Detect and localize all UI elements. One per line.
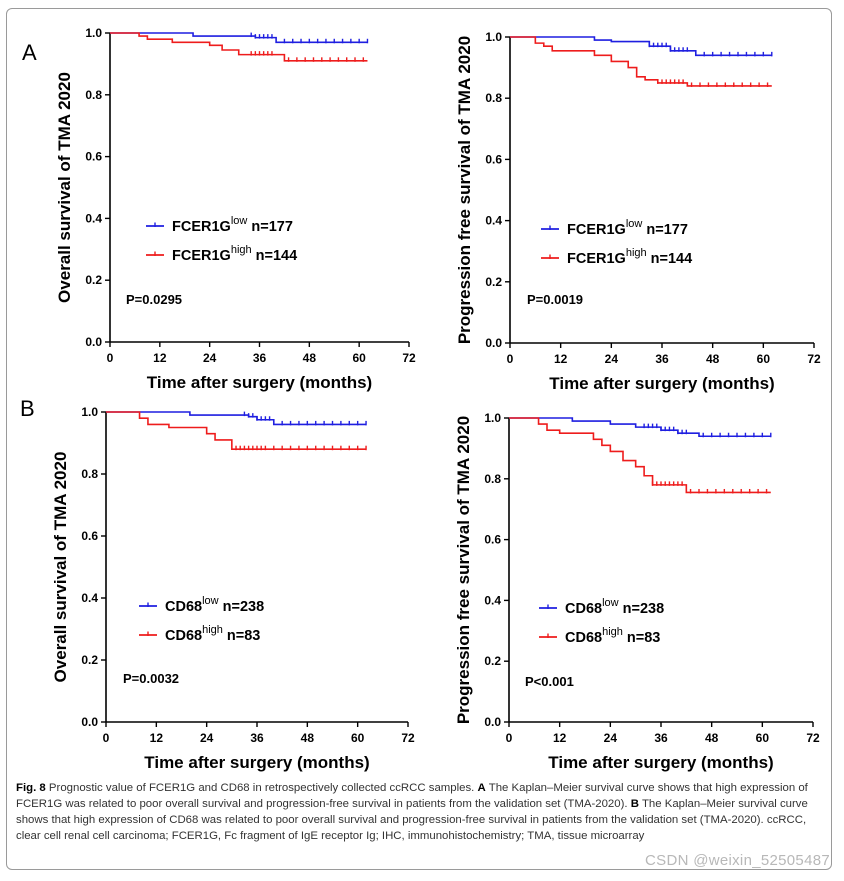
x-tick-label: 12 xyxy=(553,731,567,745)
x-tick-label: 48 xyxy=(303,351,317,365)
x-tick-label: 0 xyxy=(103,731,110,745)
km-curve-low xyxy=(509,417,771,438)
y-tick-label: 1.0 xyxy=(484,411,501,425)
x-tick-label: 0 xyxy=(107,351,114,365)
x-tick-label: 60 xyxy=(756,731,770,745)
y-axis-label: Overall survival of TMA 2020 xyxy=(55,72,74,303)
y-tick-label: 0.0 xyxy=(485,336,502,350)
watermark: CSDN @weixin_52505487 xyxy=(645,852,830,869)
x-tick-label: 60 xyxy=(352,351,366,365)
legend-label-low: CD68low n=238 xyxy=(565,597,664,617)
x-tick-label: 24 xyxy=(604,731,618,745)
x-tick-label: 48 xyxy=(301,731,315,745)
p-value-label: P=0.0019 xyxy=(527,292,583,307)
y-axis-label: Progression free survival of TMA 2020 xyxy=(454,416,473,724)
figure-frame xyxy=(6,8,832,870)
legend-label-high: CD68high n=83 xyxy=(165,624,260,644)
x-tick-label: 48 xyxy=(705,731,719,745)
y-axis-label: Overall survival of TMA 2020 xyxy=(51,452,70,683)
y-tick-label: 0.2 xyxy=(484,654,501,668)
x-axis-label: Time after surgery (months) xyxy=(147,373,372,392)
caption-a-text: The Kaplan–Meier survival curve shows th… xyxy=(16,782,808,810)
y-tick-label: 0.8 xyxy=(81,467,98,481)
legend-label-high: FCER1Ghigh n=144 xyxy=(172,244,297,264)
y-tick-label: 0.0 xyxy=(85,335,102,349)
x-tick-label: 72 xyxy=(806,731,820,745)
y-tick-label: 0.0 xyxy=(81,715,98,729)
y-tick-label: 0.6 xyxy=(484,533,501,547)
y-tick-label: 0.4 xyxy=(484,593,501,607)
caption-b-label: B xyxy=(630,798,639,810)
x-tick-label: 12 xyxy=(554,352,568,366)
p-value-label: P<0.001 xyxy=(525,674,574,689)
y-tick-label: 0.8 xyxy=(484,472,501,486)
y-tick-label: 0.8 xyxy=(85,88,102,102)
x-tick-label: 24 xyxy=(605,352,619,366)
x-tick-label: 36 xyxy=(654,731,668,745)
y-tick-label: 0.0 xyxy=(484,715,501,729)
x-axis-label: Time after surgery (months) xyxy=(549,374,774,393)
x-tick-label: 60 xyxy=(757,352,771,366)
x-tick-label: 24 xyxy=(200,731,214,745)
caption-b-text: The Kaplan–Meier survival curve shows th… xyxy=(16,798,808,842)
p-value-label: P=0.0032 xyxy=(123,671,179,686)
y-tick-label: 1.0 xyxy=(85,26,102,40)
y-tick-label: 1.0 xyxy=(485,30,502,44)
km-curve-low xyxy=(110,32,368,44)
legend-label-low: FCER1Glow n=177 xyxy=(172,215,293,235)
caption-fig-label: Fig. 8 xyxy=(16,782,46,794)
km-curve-high xyxy=(510,36,772,87)
km-curve-high xyxy=(509,417,771,494)
y-tick-label: 0.6 xyxy=(81,529,98,543)
y-tick-label: 0.4 xyxy=(485,214,502,228)
x-tick-label: 48 xyxy=(706,352,720,366)
x-tick-label: 0 xyxy=(507,352,514,366)
x-axis-label: Time after surgery (months) xyxy=(144,753,369,772)
chart-panel-1: 0 12 24 36 48 60 72 0.0 0.2 0.4 0.6 0.8 1.0 Time afte… xyxy=(22,26,416,392)
x-tick-label: 36 xyxy=(250,731,264,745)
y-tick-label: 0.8 xyxy=(485,91,502,105)
chart-panel-3: 0 12 24 36 48 60 72 0.0 0.2 0.4 0.6 0.8 1.0 Time afte… xyxy=(20,396,415,772)
y-tick-label: 0.2 xyxy=(485,275,502,289)
x-tick-label: 60 xyxy=(351,731,365,745)
chart-panel-4: 0 12 24 36 48 60 72 0.0 0.2 0.4 0.6 0.8 1.0 Time afte… xyxy=(454,411,820,772)
x-tick-label: 36 xyxy=(253,351,267,365)
x-tick-label: 72 xyxy=(402,351,416,365)
x-tick-label: 72 xyxy=(807,352,821,366)
p-value-label: P=0.0295 xyxy=(126,292,182,307)
y-axis-label: Progression free survival of TMA 2020 xyxy=(455,36,474,344)
x-tick-label: 0 xyxy=(506,731,513,745)
x-tick-label: 36 xyxy=(655,352,669,366)
y-tick-label: 0.4 xyxy=(81,591,98,605)
figure-caption: Fig. 8 Prognostic value of FCER1G and CD… xyxy=(16,780,816,844)
x-tick-label: 24 xyxy=(203,351,217,365)
panel-label: A xyxy=(22,40,37,65)
y-tick-label: 0.2 xyxy=(81,653,98,667)
y-tick-label: 0.6 xyxy=(485,152,502,166)
legend-label-high: FCER1Ghigh n=144 xyxy=(567,247,692,267)
legend-label-low: FCER1Glow n=177 xyxy=(567,218,688,238)
figure-canvas: 0 12 24 36 48 60 72 0.0 0.2 0.4 0.6 0.8 1.0 Time afte… xyxy=(20,26,821,772)
x-axis-label: Time after surgery (months) xyxy=(548,753,773,772)
y-tick-label: 1.0 xyxy=(81,405,98,419)
y-tick-label: 0.4 xyxy=(85,211,102,225)
chart-panel-2: 0 12 24 36 48 60 72 0.0 0.2 0.4 0.6 0.8 1.0 Time afte… xyxy=(455,30,821,393)
panel-label: B xyxy=(20,396,35,421)
y-tick-label: 0.2 xyxy=(85,273,102,287)
x-tick-label: 72 xyxy=(401,731,415,745)
legend-label-high: CD68high n=83 xyxy=(565,626,660,646)
y-tick-label: 0.6 xyxy=(85,150,102,164)
caption-a-label: A xyxy=(477,782,486,794)
x-tick-label: 12 xyxy=(153,351,167,365)
x-tick-label: 12 xyxy=(150,731,164,745)
km-curve-high xyxy=(106,411,367,450)
caption-title: Prognostic value of FCER1G and CD68 in r… xyxy=(48,782,475,794)
legend-label-low: CD68low n=238 xyxy=(165,595,264,615)
km-curve-high xyxy=(110,32,368,62)
